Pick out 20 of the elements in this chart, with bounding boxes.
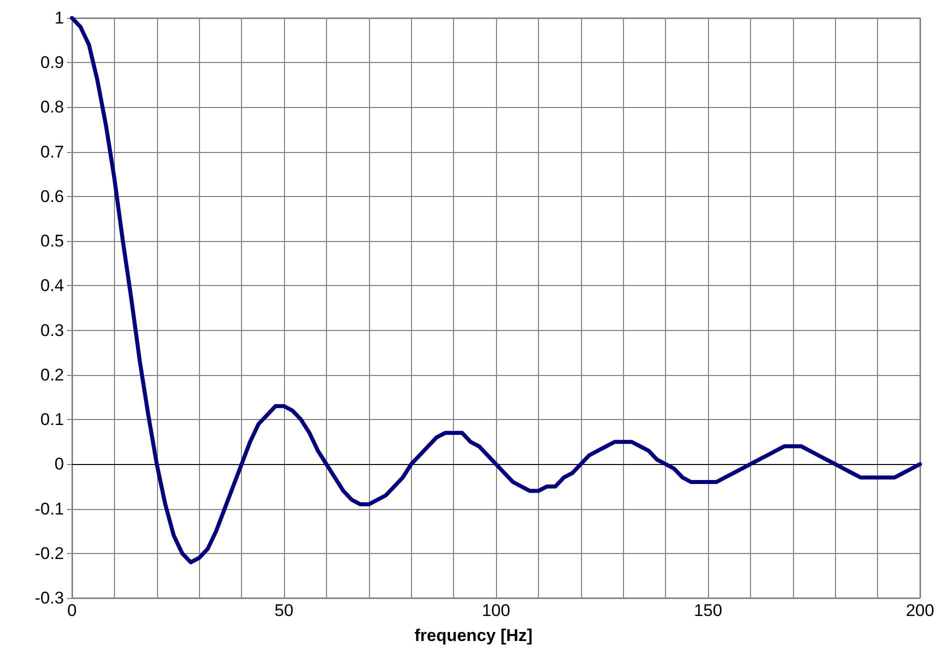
y-tick-label: 0.1	[40, 410, 64, 430]
y-tick-label: 0	[54, 454, 64, 474]
x-tick-label: 100	[482, 601, 510, 620]
y-tick-label: 0.8	[40, 98, 64, 117]
x-axis-title: frequency [Hz]	[414, 626, 533, 645]
y-tick-label: 0.9	[40, 53, 64, 72]
y-tick-label: 0.7	[40, 142, 64, 162]
y-tick-label: 0.4	[40, 276, 64, 296]
y-tick-label: -0.1	[34, 499, 64, 518]
y-tick-label: -0.2	[34, 544, 64, 563]
y-tick-label: 0.2	[40, 365, 64, 384]
y-tick-label: 0.3	[40, 320, 64, 340]
x-tick-label: 50	[274, 601, 294, 620]
y-tick-label: 1	[54, 8, 64, 28]
y-tick-label: 0.6	[40, 186, 64, 206]
y-tick-label: -0.3	[34, 588, 64, 608]
x-tick-label: 200	[906, 601, 934, 620]
x-tick-label: 0	[67, 601, 77, 620]
y-tick-label: 0.5	[40, 232, 64, 251]
x-tick-label: 150	[694, 601, 722, 620]
